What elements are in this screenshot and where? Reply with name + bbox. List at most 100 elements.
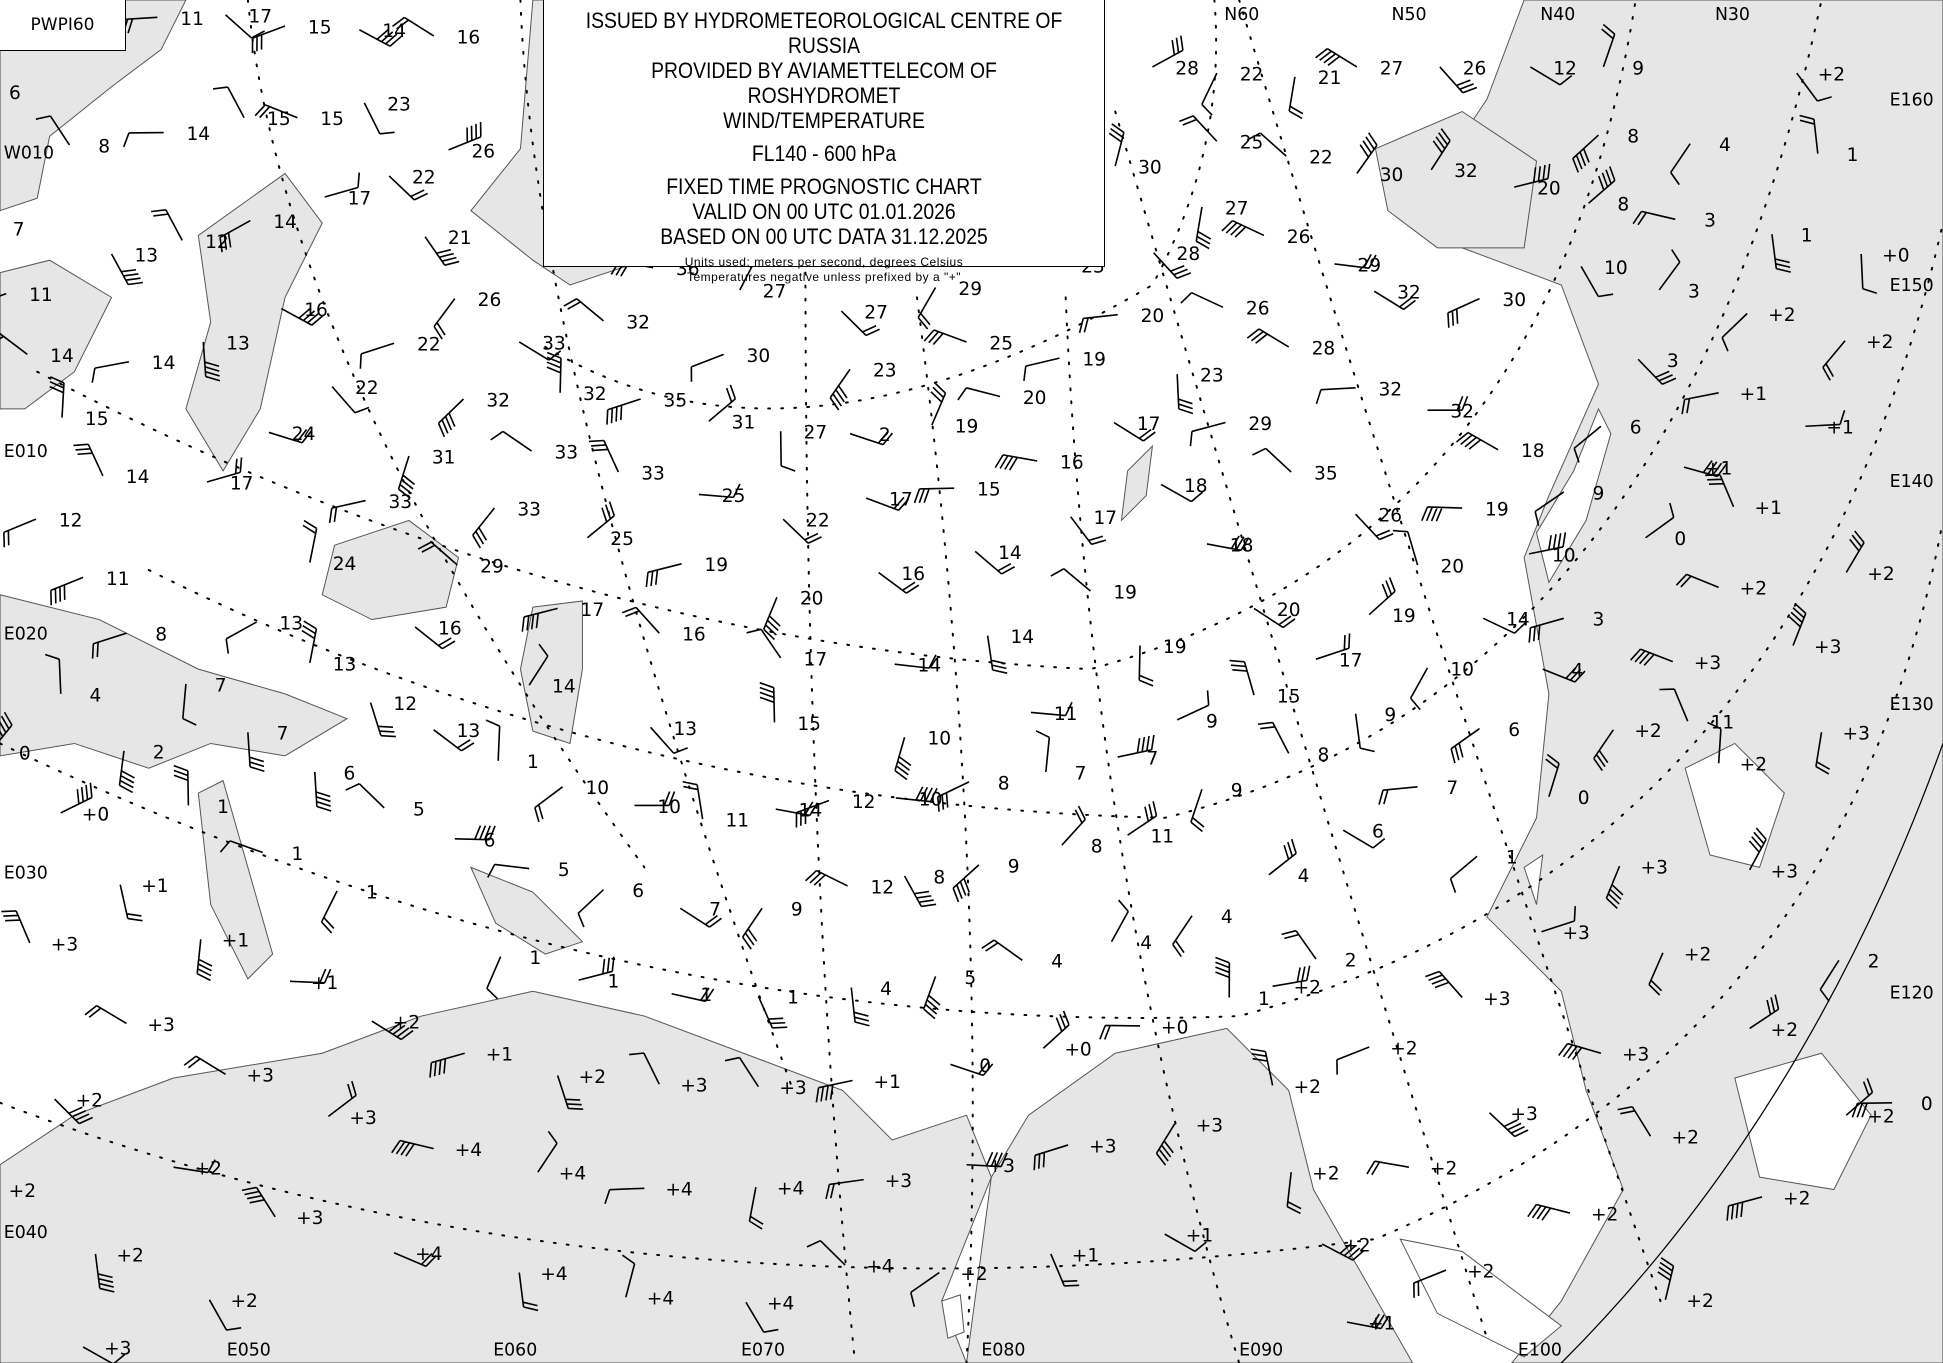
wind-barb [247,732,265,772]
temperature-label: 14 [918,656,942,677]
temperature-label: +2 [1390,1038,1417,1059]
wind-barb [1346,1313,1390,1330]
wind-barb [779,431,796,472]
temperature-label: 17 [804,649,828,670]
temperature-label: 15 [797,714,821,735]
wind-barb [1321,1243,1365,1261]
wind-barb [1588,166,1616,204]
wind-barb [327,1080,357,1118]
wind-barb [1450,727,1480,764]
temperature-label: 4 [1140,933,1152,954]
wind-barb [895,786,938,803]
temperature-label: +3 [1196,1115,1223,1136]
temperature-label: +2 [9,1181,36,1202]
wind-barb [986,635,1008,674]
wind-barb [621,606,660,634]
wind-barb [60,782,93,814]
temperature-label: 32 [1397,283,1421,304]
lon-label: E030 [4,864,48,884]
wind-barb [289,968,332,984]
temperature-label: +2 [1294,1077,1321,1098]
wind-barb [1179,115,1218,142]
wind-barb [840,310,880,337]
temperature-label: 13 [279,613,303,634]
temperature-label: +0 [1064,1040,1091,1061]
temperature-label: 26 [1287,227,1311,248]
temperature-label: 27 [763,281,787,302]
temperature-label: 33 [517,499,541,520]
temperature-label: 11 [1711,713,1735,734]
temperature-label: 25 [1240,133,1264,154]
wind-barb [930,382,947,426]
temperature-label: 27 [804,423,828,444]
temperature-label: 14 [273,212,297,233]
wind-barb [268,428,312,444]
temperature-label: 5 [964,968,976,989]
temperature-label: 21 [1318,68,1342,89]
wind-barb [829,368,851,411]
sea-of-okhotsk [1374,110,1538,249]
lon-label: E010 [4,442,48,462]
temperature-label: +2 [1768,305,1795,326]
wind-barb [649,726,688,754]
lon-label: E080 [981,1341,1025,1361]
wind-barb [795,799,830,828]
temperature-label: +3 [1483,989,1510,1010]
temperature-label: 1 [1506,848,1518,869]
temperature-label: 4 [880,979,892,1000]
base-time: BASED ON 00 UTC DATA 31.12.2025 [660,224,988,249]
provider-line: PROVIDED BY AVIAMETTELECOM OF ROSHYDROME… [651,58,997,108]
wind-barb [708,384,737,422]
wind-barb [1069,516,1107,546]
wind-barb [118,750,135,794]
wind-barb [397,455,416,499]
wind-barb [280,307,324,326]
temperature-label: 33 [554,442,578,463]
temperature-label: +1 [1368,1314,1395,1335]
temperature-label: 29 [480,556,504,577]
wind-barb [1180,291,1224,309]
wind-barb [1281,929,1317,960]
temperature-label: 0 [979,1056,991,1077]
wind-barb [974,550,1016,575]
wind-barb [1113,421,1156,442]
wind-barb [1788,602,1807,646]
temperature-label: 1 [1258,989,1270,1010]
temperature-label: 22 [806,511,830,532]
temperature-label: +3 [51,934,78,955]
temperature-label: 15 [320,109,344,130]
temperature-label: 23 [873,361,897,382]
wind-barb [1288,76,1304,120]
wind-barb [1138,645,1154,687]
wind-barb [485,719,501,761]
temperature-label: 14 [998,543,1022,564]
lon-label: E140 [1890,472,1934,492]
wind-barb [537,1130,558,1173]
wind-barb [1658,249,1681,291]
wind-barb [1272,965,1311,988]
wind-barb [1822,340,1846,381]
wind-barbs [0,14,1893,1363]
wind-barb [254,104,298,119]
wind-barb [957,387,1001,401]
temperature-label: 19 [704,555,728,576]
lat-label: N40 [1540,5,1575,25]
temperature-label: 7 [277,724,289,745]
wind-barb [35,115,71,146]
temperature-label: +2 [1867,564,1894,585]
temperature-label: 26 [1378,506,1402,527]
temperature-label: +4 [665,1180,692,1201]
wind-barb [1659,688,1689,722]
wind-barb [1439,66,1478,94]
temperature-label: 1 [700,985,712,1006]
wind-barb [588,439,620,473]
wind-barb [0,292,7,297]
temperature-label: 1 [787,988,799,1009]
temperature-label: 9 [1231,781,1243,802]
sumatra-island [1399,1238,1563,1358]
temperature-label: +1 [222,931,249,952]
wind-barb [1030,701,1073,717]
wind-barb [454,825,496,841]
temperature-label: 15 [1277,687,1301,708]
temperature-label: +2 [960,1264,987,1285]
